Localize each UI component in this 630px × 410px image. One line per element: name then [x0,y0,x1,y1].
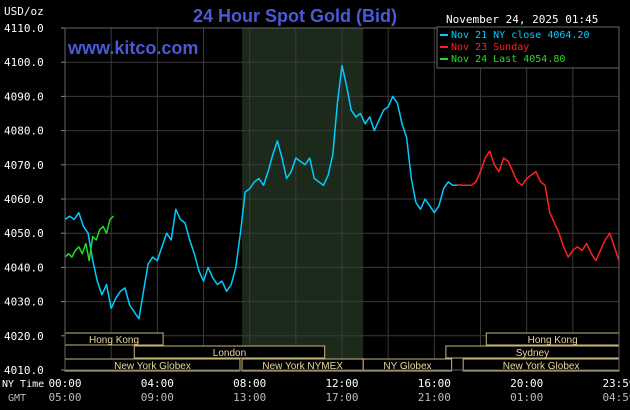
y-tick-label: 4110.0 [4,22,44,35]
chart-title: 24 Hour Spot Gold (Bid) [193,6,397,26]
session-label: London [213,348,246,359]
x-tick-label-gmt: 21:00 [418,391,451,404]
y-tick-label: 4100.0 [4,56,44,69]
site-label: www.kitco.com [67,38,198,58]
ny-time-label: NY Time [2,379,44,390]
session-label: New York NYMEX [262,361,343,372]
session-label: NY Globex [383,361,431,372]
y-tick-label: 4080.0 [4,125,44,138]
plot-border [64,27,620,371]
x-tick-label-gmt: 04:59 [602,391,630,404]
legend-item: Nov 24 Last 4054.80 [451,54,565,65]
session-label: Hong Kong [528,335,578,346]
x-tick-label-ny: 00:00 [48,377,81,390]
market-sessions: Hong Kong Hong Kong London Sydney New York G… [64,332,620,372]
x-tick-label-ny: 08:00 [233,377,266,390]
session-label: New York Globex [114,361,191,372]
y-tick-label: 4010.0 [4,364,44,377]
x-tick-label-gmt: 17:00 [325,391,358,404]
timestamp: November 24, 2025 01:45 [446,13,598,26]
y-tick-label: 4050.0 [4,227,44,240]
series-line [64,215,115,262]
x-tick-label-gmt: 05:00 [48,391,81,404]
y-tick-label: 4040.0 [4,261,44,274]
legend-item: Nov 21 NY close 4064.20 [451,30,589,41]
x-tick-label-gmt: 01:00 [510,391,543,404]
x-tick-label-ny: 04:00 [141,377,174,390]
legend-item: Nov 23 Sunday [451,42,529,53]
y-tick-label: 4060.0 [4,193,44,206]
grid-lines [61,27,619,371]
x-tick-labels: 00:00 04:00 08:00 12:00 16:00 20:00 23:59 05:00… [48,377,630,404]
session-label: New York Globex [503,361,580,372]
session-box [362,358,453,372]
y-tick-labels: 4110.0 4100.0 4090.0 4080.0 4070.0 4060.0 4050… [4,22,44,377]
series-line [457,150,620,262]
y-tick-label: 4090.0 [4,90,44,103]
x-tick-label-ny: 16:00 [418,377,451,390]
x-tick-label-gmt: 09:00 [141,391,174,404]
price-series [64,64,620,320]
session-label: Sydney [516,348,549,359]
session-label: Hong Kong [89,335,139,346]
x-tick-label-ny: 23:59 [602,377,630,390]
y-axis-label: USD/oz [4,5,44,18]
x-tick-label-ny: 12:00 [325,377,358,390]
x-tick-label-ny: 20:00 [510,377,543,390]
legend-box [436,26,620,69]
series-line [64,64,458,320]
gmt-label: GMT [8,393,26,404]
session-box [133,345,326,359]
y-tick-label: 4030.0 [4,296,44,309]
x-tick-label-gmt: 13:00 [233,391,266,404]
y-tick-label: 4020.0 [4,330,44,343]
y-tick-label: 4070.0 [4,159,44,172]
